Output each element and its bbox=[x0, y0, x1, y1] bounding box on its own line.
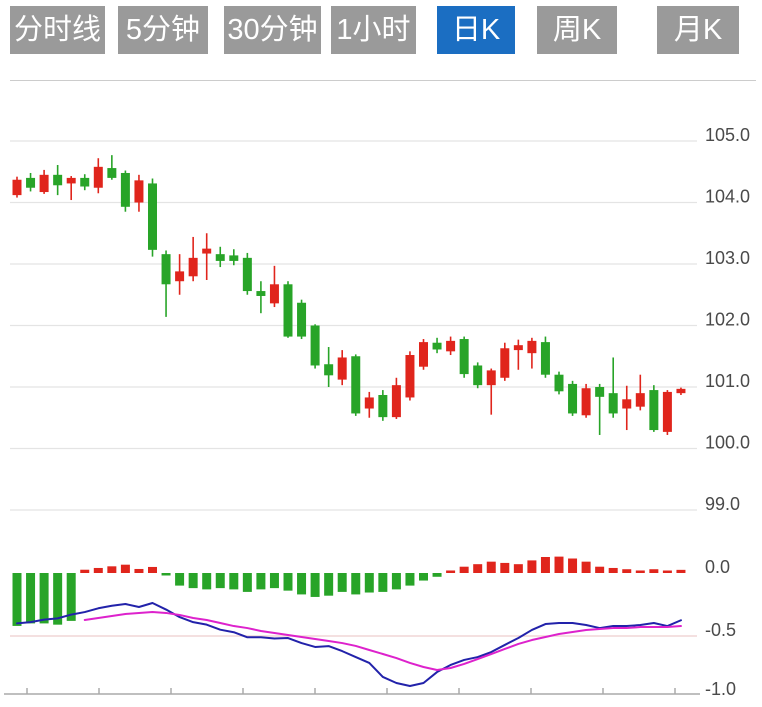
timeframe-button-1hour[interactable]: 1小时 bbox=[331, 6, 416, 54]
svg-text:100.0: 100.0 bbox=[705, 433, 750, 453]
timeframe-button-5min[interactable]: 5分钟 bbox=[118, 6, 208, 54]
candlestick-series bbox=[12, 155, 686, 435]
svg-text:0.0: 0.0 bbox=[705, 557, 730, 577]
timeframe-button-minute-line[interactable]: 分时线 bbox=[10, 6, 105, 54]
svg-text:-0.5: -0.5 bbox=[705, 620, 736, 640]
price-axis-labels: 105.0 104.0 103.0 102.0 101.0 100.0 99.0 bbox=[705, 125, 750, 514]
svg-text:105.0: 105.0 bbox=[705, 125, 750, 145]
svg-text:102.0: 102.0 bbox=[705, 310, 750, 330]
macd-histogram bbox=[12, 556, 686, 626]
macd-lines bbox=[16, 601, 682, 688]
timeframe-button-daily[interactable]: 日K bbox=[437, 6, 515, 54]
macd-axis-labels: 0.0 -0.5 -1.0 bbox=[705, 557, 736, 699]
svg-text:99.0: 99.0 bbox=[705, 494, 740, 514]
timeframe-button-monthly[interactable]: 月K bbox=[657, 6, 739, 54]
svg-text:-1.0: -1.0 bbox=[705, 679, 736, 699]
x-axis bbox=[4, 688, 700, 695]
svg-text:101.0: 101.0 bbox=[705, 371, 750, 391]
toolbar-divider bbox=[10, 80, 756, 81]
svg-text:103.0: 103.0 bbox=[705, 248, 750, 268]
timeframe-button-weekly[interactable]: 周K bbox=[537, 6, 617, 54]
timeframe-button-30min[interactable]: 30分钟 bbox=[224, 6, 321, 54]
svg-text:104.0: 104.0 bbox=[705, 187, 750, 207]
timeframe-toolbar: 分时线 5分钟 30分钟 1小时 日K 周K 月K bbox=[0, 0, 762, 60]
